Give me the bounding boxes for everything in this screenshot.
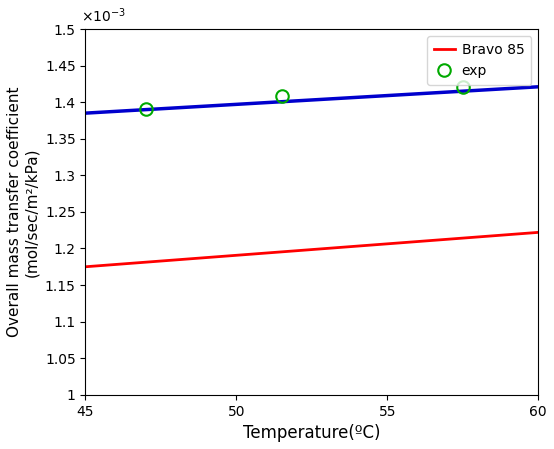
- Y-axis label: Overall mass transfer coefficient
(mol/sec/m²/kPa): Overall mass transfer coefficient (mol/s…: [7, 87, 39, 337]
- Legend: Bravo 85, exp: Bravo 85, exp: [427, 36, 531, 85]
- Text: $\times10^{-3}$: $\times10^{-3}$: [81, 7, 126, 25]
- exp: [278, 93, 285, 99]
- X-axis label: Temperature(ºC): Temperature(ºC): [243, 424, 381, 442]
- Line: exp: exp: [140, 80, 469, 116]
- exp: [459, 84, 466, 89]
- exp: [142, 107, 149, 112]
